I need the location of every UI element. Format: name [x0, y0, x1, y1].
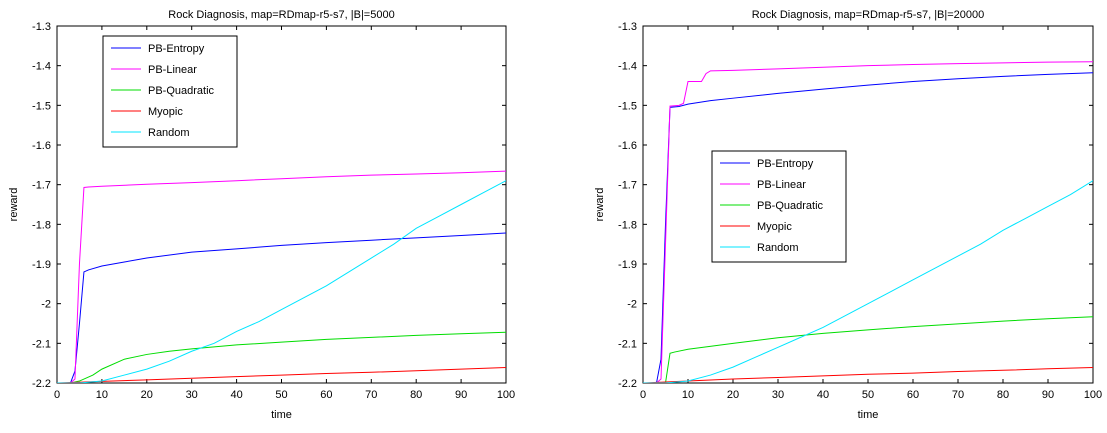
y-tick-label: -1.4 [618, 61, 637, 73]
chart-2: Rock Diagnosis, map=RDmap-r5-s7, |B|=200… [594, 9, 1102, 421]
legend: PB-Entropy PB-Linear PB-Quadratic Myopic Ran… [102, 35, 238, 148]
x-tick-label: 70 [952, 389, 964, 401]
y-tick-label: -2 [41, 299, 51, 311]
y-tick-label: -2.1 [32, 338, 51, 350]
x-tick-label: 0 [54, 389, 60, 401]
legend: PB-Entropy PB-Linear PB-Quadratic Myopic Ran… [711, 150, 847, 263]
series-line-random [57, 180, 506, 383]
y-tick-label: -1.8 [32, 219, 51, 231]
series-line-pb-entropy [70, 232, 506, 383]
y-tick-label: -1.7 [32, 180, 51, 192]
y-tick-label: -2.1 [618, 338, 637, 350]
y-tick-label: -1.5 [618, 100, 637, 112]
x-tick-label: 50 [862, 389, 874, 401]
series-line-pb-quadratic [643, 316, 1093, 383]
legend-label: Random [757, 242, 799, 254]
x-tick-label: 30 [186, 389, 198, 401]
x-tick-label: 20 [727, 389, 739, 401]
x-axis-label: time [271, 409, 292, 421]
chart-title: Rock Diagnosis, map=RDmap-r5-s7, |B|=200… [752, 9, 985, 21]
x-tick-label: 30 [772, 389, 784, 401]
series-line-pb-linear [656, 61, 1093, 383]
series-line-pb-quadratic [57, 331, 506, 383]
y-tick-label: -1.5 [32, 100, 51, 112]
y-tick-label: -1.3 [618, 21, 637, 33]
y-tick-label: -1.7 [618, 180, 637, 192]
y-tick-label: -1.8 [618, 219, 637, 231]
y-axis-label: reward [594, 188, 606, 222]
legend-label: PB-Entropy [148, 43, 205, 55]
legend-label: PB-Linear [757, 179, 806, 191]
x-tick-label: 100 [1084, 389, 1102, 401]
legend-label: Random [148, 127, 190, 139]
y-tick-label: -2 [627, 299, 637, 311]
x-tick-label: 90 [1042, 389, 1054, 401]
y-tick-label: -1.4 [32, 61, 51, 73]
y-tick-label: -1.9 [618, 259, 637, 271]
y-tick-label: -2.2 [32, 378, 51, 390]
legend-label: PB-Quadratic [148, 85, 215, 97]
legend-label: Myopic [148, 106, 183, 118]
x-axis-label: time [858, 409, 879, 421]
legend-box [711, 150, 847, 263]
x-tick-label: 70 [365, 389, 377, 401]
series-line-myopic [643, 367, 1093, 383]
y-tick-label: -1.6 [618, 140, 637, 152]
x-tick-label: 50 [275, 389, 287, 401]
plot-area [643, 61, 1093, 383]
x-tick-label: 60 [907, 389, 919, 401]
x-tick-label: 10 [96, 389, 108, 401]
series-line-myopic [57, 367, 506, 383]
x-tick-label: 80 [997, 389, 1009, 401]
legend-label: PB-Linear [148, 64, 197, 76]
x-tick-label: 40 [817, 389, 829, 401]
x-tick-label: 0 [640, 389, 646, 401]
y-tick-label: -1.3 [32, 21, 51, 33]
x-tick-label: 10 [682, 389, 694, 401]
x-tick-label: 90 [455, 389, 467, 401]
legend-label: PB-Quadratic [757, 200, 824, 212]
x-tick-label: 20 [141, 389, 153, 401]
y-axis-label: reward [8, 188, 20, 222]
x-tick-label: 100 [497, 389, 515, 401]
legend-label: Myopic [757, 221, 792, 233]
y-tick-label: -1.9 [32, 259, 51, 271]
series-line-pb-linear [70, 170, 506, 383]
series-line-random [643, 180, 1093, 383]
x-tick-label: 60 [320, 389, 332, 401]
legend-label: PB-Entropy [757, 158, 814, 170]
plot-area [57, 170, 506, 383]
chart-title: Rock Diagnosis, map=RDmap-r5-s7, |B|=500… [168, 9, 394, 21]
x-tick-label: 80 [410, 389, 422, 401]
legend-box [102, 35, 238, 148]
x-tick-label: 40 [230, 389, 242, 401]
y-tick-label: -1.6 [32, 140, 51, 152]
chart-1: Rock Diagnosis, map=RDmap-r5-s7, |B|=500… [8, 9, 515, 421]
y-tick-label: -2.2 [618, 378, 637, 390]
